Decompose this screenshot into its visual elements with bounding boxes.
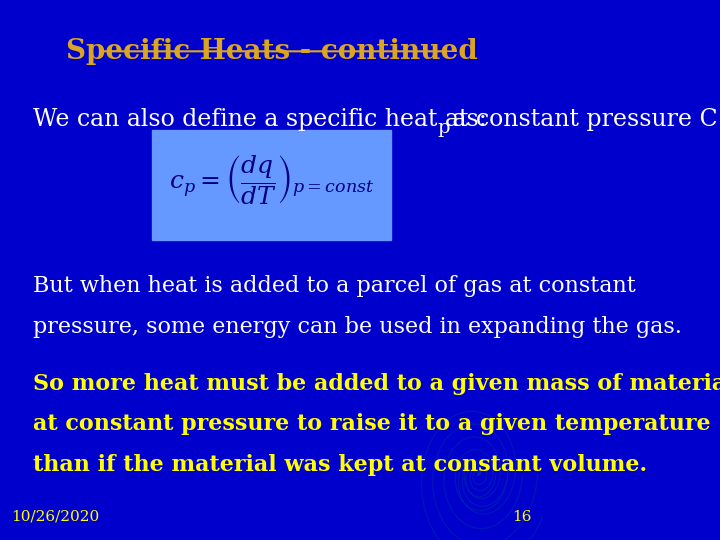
Text: than if the material was kept at constant volume.: than if the material was kept at constan… bbox=[32, 454, 647, 476]
Text: as:: as: bbox=[445, 108, 487, 131]
Text: $c_p = \left(\dfrac{dq}{dT}\right)_{p=const}$: $c_p = \left(\dfrac{dq}{dT}\right)_{p=co… bbox=[168, 153, 374, 206]
Text: 10/26/2020: 10/26/2020 bbox=[11, 510, 99, 524]
Text: at constant pressure to raise it to a given temperature: at constant pressure to raise it to a gi… bbox=[32, 413, 710, 435]
Text: 16: 16 bbox=[513, 510, 532, 524]
Text: p: p bbox=[437, 119, 449, 137]
Text: Specific Heats - continued: Specific Heats - continued bbox=[66, 38, 477, 65]
Text: But when heat is added to a parcel of gas at constant: But when heat is added to a parcel of ga… bbox=[32, 275, 635, 298]
FancyBboxPatch shape bbox=[152, 130, 391, 240]
Text: pressure, some energy can be used in expanding the gas.: pressure, some energy can be used in exp… bbox=[32, 316, 681, 338]
Text: So more heat must be added to a given mass of material: So more heat must be added to a given ma… bbox=[32, 373, 720, 395]
Text: We can also define a specific heat at constant pressure C: We can also define a specific heat at co… bbox=[32, 108, 717, 131]
